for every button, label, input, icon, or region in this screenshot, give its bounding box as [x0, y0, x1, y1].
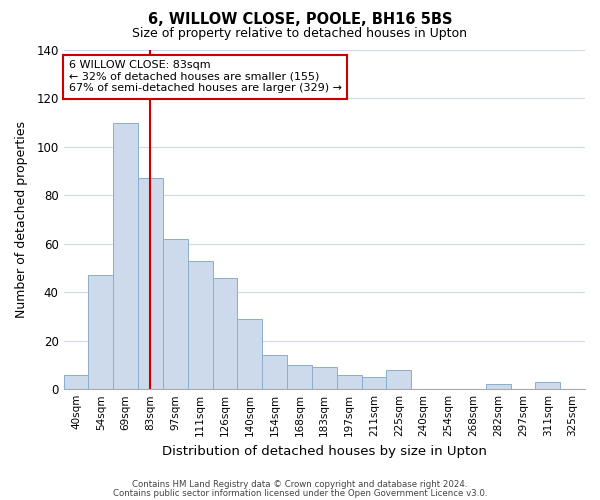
Text: Contains public sector information licensed under the Open Government Licence v3: Contains public sector information licen… — [113, 488, 487, 498]
Bar — [88, 276, 113, 389]
X-axis label: Distribution of detached houses by size in Upton: Distribution of detached houses by size … — [162, 444, 487, 458]
Text: 6 WILLOW CLOSE: 83sqm
← 32% of detached houses are smaller (155)
67% of semi-det: 6 WILLOW CLOSE: 83sqm ← 32% of detached … — [69, 60, 342, 94]
Y-axis label: Number of detached properties: Number of detached properties — [15, 121, 28, 318]
Bar — [238, 319, 262, 389]
Bar — [163, 239, 188, 389]
Text: 6, WILLOW CLOSE, POOLE, BH16 5BS: 6, WILLOW CLOSE, POOLE, BH16 5BS — [148, 12, 452, 28]
Bar — [386, 370, 411, 389]
Bar — [485, 384, 511, 389]
Bar — [287, 365, 312, 389]
Text: Size of property relative to detached houses in Upton: Size of property relative to detached ho… — [133, 28, 467, 40]
Bar — [113, 122, 138, 389]
Text: Contains HM Land Registry data © Crown copyright and database right 2024.: Contains HM Land Registry data © Crown c… — [132, 480, 468, 489]
Bar — [64, 374, 88, 389]
Bar — [212, 278, 238, 389]
Bar — [262, 356, 287, 389]
Bar — [138, 178, 163, 389]
Bar — [362, 377, 386, 389]
Bar — [188, 261, 212, 389]
Bar — [535, 382, 560, 389]
Bar — [337, 374, 362, 389]
Bar — [312, 368, 337, 389]
